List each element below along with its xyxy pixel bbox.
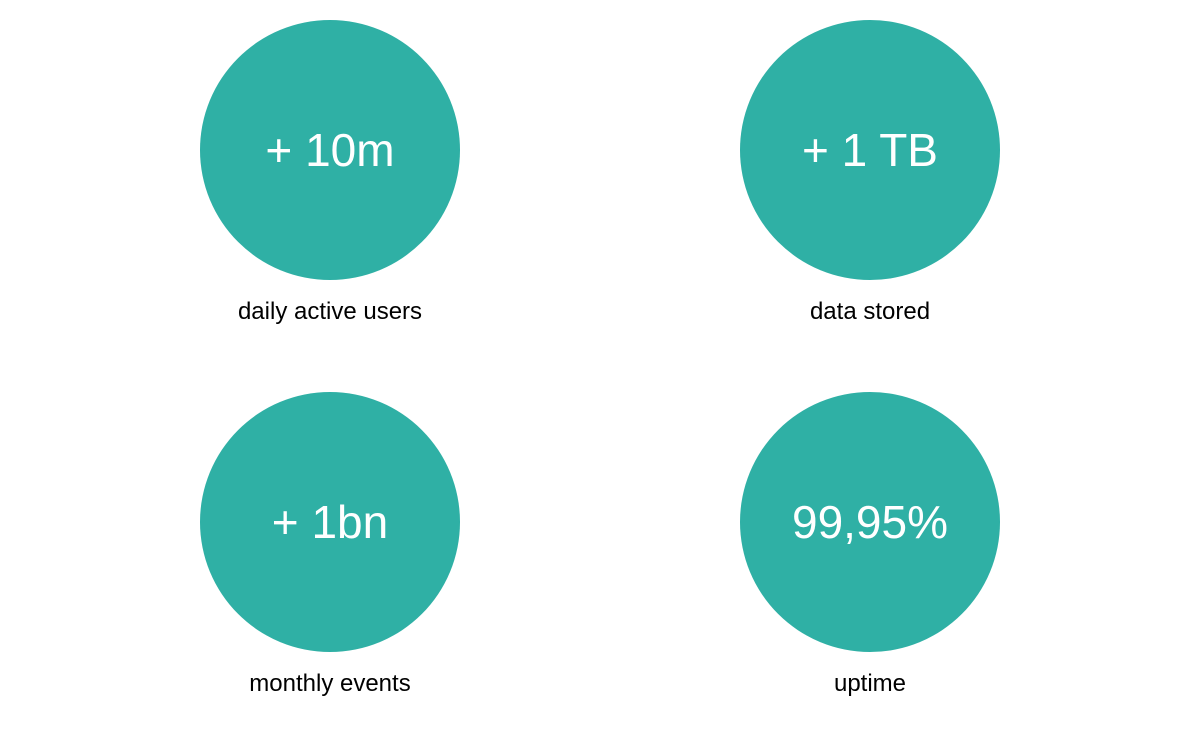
stat-circle: + 1bn — [200, 392, 460, 652]
stat-circle: + 1 TB — [740, 20, 1000, 280]
stat-value: + 1bn — [272, 495, 388, 549]
stat-circle: + 10m — [200, 20, 460, 280]
stat-item: + 10m daily active users — [120, 20, 540, 352]
stat-circle: 99,95% — [740, 392, 1000, 652]
stat-label: monthly events — [249, 670, 410, 698]
stat-item: + 1 TB data stored — [660, 20, 1080, 352]
stat-label: daily active users — [238, 298, 422, 326]
stat-label: uptime — [834, 670, 906, 698]
stat-value: + 10m — [265, 123, 394, 177]
stat-item: 99,95% uptime — [660, 392, 1080, 724]
stat-value: + 1 TB — [802, 123, 938, 177]
stats-grid: + 10m daily active users + 1 TB data sto… — [0, 0, 1200, 754]
stat-item: + 1bn monthly events — [120, 392, 540, 724]
stat-label: data stored — [810, 298, 930, 326]
stat-value: 99,95% — [792, 495, 948, 549]
